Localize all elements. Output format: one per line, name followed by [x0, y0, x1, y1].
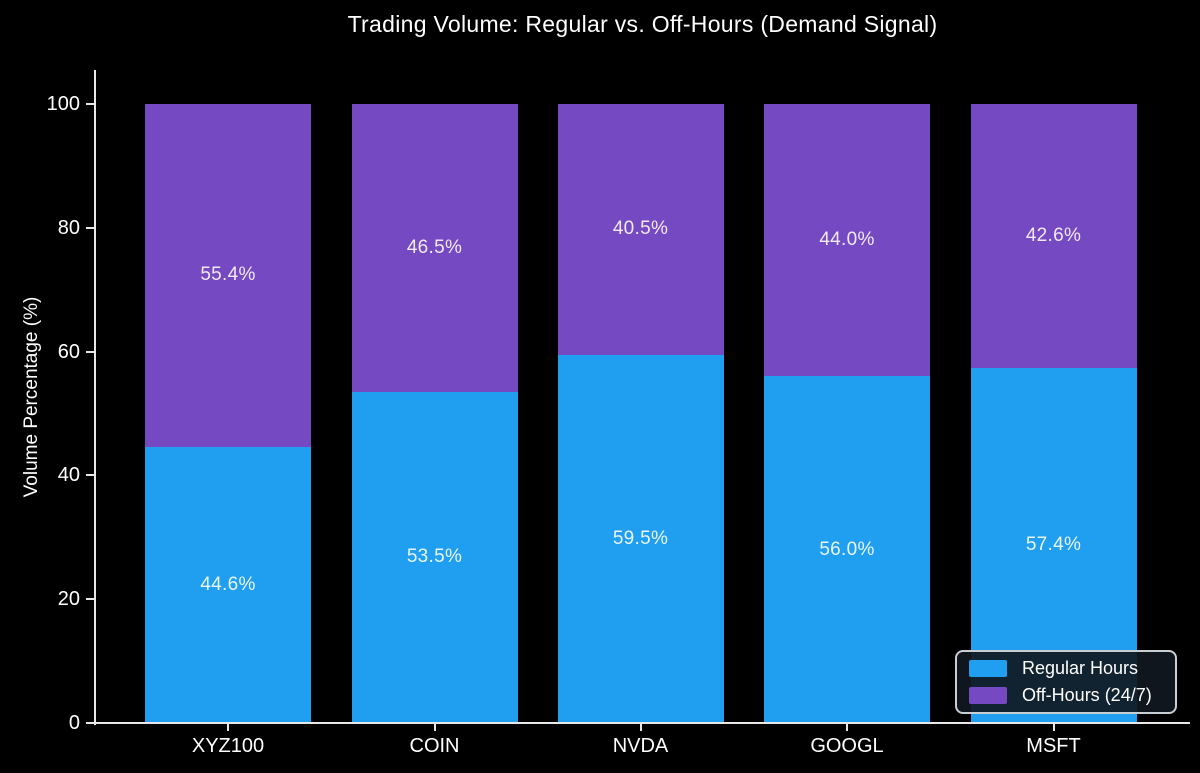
x-tick-mark [1052, 724, 1055, 731]
bar-value-label: 40.5% [612, 218, 669, 240]
bar-segment-off-hours: 42.6% [970, 104, 1137, 368]
legend-item-regular-hours: Regular Hours [969, 658, 1163, 680]
x-tick-label: NVDA [612, 735, 669, 757]
legend-label-regular-hours: Regular Hours [1022, 658, 1139, 678]
x-tick-mark [639, 724, 642, 731]
y-tick-label: 40 [57, 464, 80, 487]
bar-segment-off-hours: 40.5% [557, 104, 724, 355]
chart-title: Trading Volume: Regular vs. Off-Hours (D… [347, 11, 938, 37]
y-tick-label: 0 [68, 712, 80, 734]
bar-value-label: 44.0% [819, 229, 875, 251]
x-tick-mark [846, 724, 848, 731]
x-axis-line [94, 722, 1190, 724]
x-tick-mark [433, 724, 436, 731]
x-tick-label: COIN [409, 735, 460, 757]
bar-value-label: 57.4% [1025, 534, 1082, 556]
bar-value-label: 55.4% [200, 264, 256, 286]
bar-value-label: 56.0% [819, 538, 875, 560]
x-tick-label: GOOGL [810, 735, 884, 757]
bar-value-label: 42.6% [1025, 224, 1082, 246]
bar-segment-regular-hours: 44.6% [145, 446, 311, 723]
legend-swatch-off-hours [969, 687, 1007, 704]
x-tick-label: MSFT [1026, 735, 1081, 757]
y-tick-mark [86, 598, 94, 601]
y-tick-mark [86, 722, 94, 724]
x-tick-label: XYZ100 [191, 735, 265, 757]
bar-segment-off-hours: 55.4% [145, 104, 311, 447]
bar-segment-regular-hours: 59.5% [557, 354, 724, 723]
bar-segment-regular-hours: 56.0% [764, 376, 930, 723]
y-axis-line [94, 70, 96, 725]
legend-swatch-regular-hours [969, 660, 1007, 677]
legend-item-off-hours: Off-Hours (24/7) [969, 685, 1163, 707]
legend: Regular Hours Off-Hours (24/7) [955, 650, 1177, 714]
y-tick-mark [86, 474, 94, 477]
bar-value-label: 59.5% [612, 527, 669, 549]
y-tick-mark [86, 103, 94, 105]
x-tick-mark [227, 724, 229, 731]
y-tick-mark [86, 226, 94, 229]
bar-segment-off-hours: 46.5% [351, 104, 518, 392]
y-tick-label: 80 [57, 216, 80, 239]
bar-value-label: 53.5% [406, 546, 463, 568]
bar-segment-regular-hours: 53.5% [351, 391, 518, 723]
bar-segment-off-hours: 44.0% [764, 104, 930, 377]
bar-value-label: 46.5% [406, 236, 463, 258]
y-tick-label: 100 [46, 93, 80, 115]
legend-label-off-hours: Off-Hours (24/7) [1022, 685, 1152, 705]
bar-value-label: 44.6% [200, 573, 256, 595]
y-tick-mark [86, 350, 94, 353]
y-tick-label: 20 [57, 588, 80, 611]
y-tick-label: 60 [57, 340, 80, 363]
